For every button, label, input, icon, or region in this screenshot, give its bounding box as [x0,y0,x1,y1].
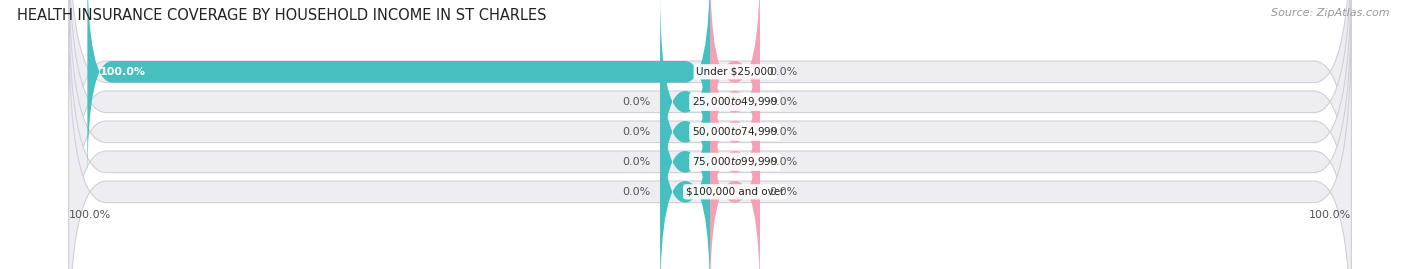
Text: $25,000 to $49,999: $25,000 to $49,999 [692,95,778,108]
Text: 0.0%: 0.0% [769,187,797,197]
Text: 100.0%: 100.0% [69,210,111,220]
FancyBboxPatch shape [710,83,759,269]
FancyBboxPatch shape [87,0,710,181]
FancyBboxPatch shape [661,83,710,269]
FancyBboxPatch shape [69,0,1351,269]
Text: 0.0%: 0.0% [623,157,651,167]
Text: $50,000 to $74,999: $50,000 to $74,999 [692,125,778,138]
FancyBboxPatch shape [661,23,710,241]
Text: 0.0%: 0.0% [623,97,651,107]
FancyBboxPatch shape [69,0,1351,269]
Text: HEALTH INSURANCE COVERAGE BY HOUSEHOLD INCOME IN ST CHARLES: HEALTH INSURANCE COVERAGE BY HOUSEHOLD I… [17,8,547,23]
FancyBboxPatch shape [710,23,759,241]
Text: 0.0%: 0.0% [769,157,797,167]
Text: 0.0%: 0.0% [769,97,797,107]
Text: Under $25,000: Under $25,000 [696,67,773,77]
FancyBboxPatch shape [710,0,759,211]
FancyBboxPatch shape [69,23,1351,269]
FancyBboxPatch shape [661,0,710,211]
Text: 0.0%: 0.0% [623,127,651,137]
Text: 0.0%: 0.0% [623,187,651,197]
Text: 0.0%: 0.0% [769,127,797,137]
Text: 100.0%: 100.0% [100,67,146,77]
FancyBboxPatch shape [69,0,1351,241]
Text: 100.0%: 100.0% [1309,210,1351,220]
Text: Source: ZipAtlas.com: Source: ZipAtlas.com [1271,8,1389,18]
Text: 0.0%: 0.0% [769,67,797,77]
Text: $75,000 to $99,999: $75,000 to $99,999 [692,155,778,168]
Text: $100,000 and over: $100,000 and over [686,187,785,197]
FancyBboxPatch shape [710,53,759,269]
FancyBboxPatch shape [661,53,710,269]
FancyBboxPatch shape [69,0,1351,269]
FancyBboxPatch shape [710,0,759,181]
